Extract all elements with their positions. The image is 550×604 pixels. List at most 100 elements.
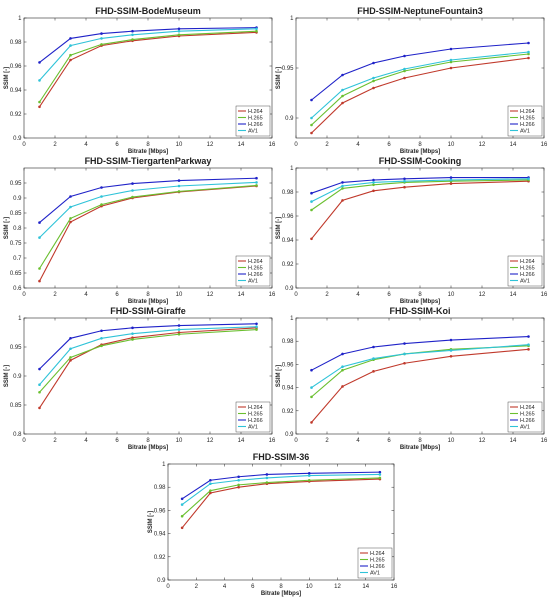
legend-entry: H.266 bbox=[370, 564, 385, 570]
data-point bbox=[38, 100, 41, 104]
x-tick-label: 12 bbox=[479, 292, 486, 298]
chart-5: FHD-SSIM-Giraffe 0 2 4 6 8 10 12 14 16 0.8 0.85 0.9 0… bbox=[4, 306, 276, 451]
data-point bbox=[403, 54, 406, 58]
legend-entry: AV1 bbox=[520, 129, 530, 135]
y-axis-label: SSIM [-] bbox=[276, 217, 282, 239]
chart-title: FHD-SSIM-BodeMuseum bbox=[95, 6, 201, 16]
x-tick-label: 16 bbox=[541, 438, 548, 444]
plot-frame bbox=[23, 17, 273, 139]
data-point bbox=[100, 203, 103, 206]
y-tick-label: 0.96 bbox=[10, 64, 22, 70]
y-axis-label: SSIM [-] bbox=[4, 67, 10, 89]
x-tick-label: 0 bbox=[22, 292, 26, 298]
data-point bbox=[38, 105, 41, 109]
data-point bbox=[131, 338, 134, 341]
legend-entry: H.264 bbox=[520, 259, 535, 265]
data-point bbox=[38, 79, 41, 82]
x-tick-label: 12 bbox=[207, 292, 214, 298]
y-axis-label: SSIM [-] bbox=[276, 365, 282, 387]
series-line-h266 bbox=[39, 323, 257, 370]
x-tick-label: 2 bbox=[325, 292, 329, 298]
data-point bbox=[310, 368, 313, 372]
legend-entry: H.265 bbox=[248, 116, 263, 122]
y-tick-label: 0.96 bbox=[282, 214, 294, 220]
legend-entry: H.266 bbox=[248, 272, 263, 278]
x-tick-label: 4 bbox=[84, 142, 88, 148]
chart-1: FHD-SSIM-BodeMuseum 0 2 4 6 8 10 12 14 16 0.9 0.92 0… bbox=[4, 6, 276, 155]
x-tick-label: 10 bbox=[448, 292, 455, 298]
data-point bbox=[403, 352, 406, 356]
y-tick-label: 0.98 bbox=[282, 190, 294, 196]
x-tick-label: 8 bbox=[418, 438, 422, 444]
data-point bbox=[69, 359, 72, 362]
y-tick-label: 1 bbox=[290, 16, 294, 22]
legend-entry: AV1 bbox=[520, 279, 530, 285]
x-tick-label: 6 bbox=[251, 584, 255, 590]
x-tick-label: 4 bbox=[223, 584, 227, 590]
legend-entry: H.266 bbox=[248, 418, 263, 424]
x-tick-label: 2 bbox=[53, 438, 57, 444]
data-point bbox=[403, 177, 406, 181]
data-point bbox=[100, 329, 103, 333]
data-point bbox=[403, 361, 406, 365]
x-tick-label: 16 bbox=[269, 292, 276, 298]
chart-7: FHD-SSIM-36 0 2 4 6 8 10 12 14 16 0.9 0.92 0.94 0.96 0… bbox=[148, 452, 398, 597]
x-tick-label: 0 bbox=[294, 292, 298, 298]
data-point bbox=[177, 29, 181, 33]
series-line-h264 bbox=[311, 348, 529, 423]
chart-title: FHD-SSIM-Cooking bbox=[379, 156, 462, 166]
data-point bbox=[403, 185, 406, 189]
y-tick-label: 0.98 bbox=[282, 339, 294, 345]
data-point bbox=[310, 98, 313, 102]
legend-entry: H.266 bbox=[520, 272, 535, 278]
x-tick-label: 0 bbox=[22, 142, 26, 148]
data-point bbox=[527, 56, 530, 60]
data-point bbox=[310, 200, 313, 203]
series-line-h265 bbox=[39, 184, 257, 269]
data-point bbox=[449, 354, 453, 358]
data-point bbox=[310, 131, 313, 135]
data-point bbox=[255, 27, 258, 31]
legend-entry: AV1 bbox=[248, 129, 258, 135]
y-axis-label: SSIM [-] bbox=[148, 511, 154, 533]
data-point bbox=[100, 186, 103, 189]
data-point bbox=[372, 86, 375, 90]
series-line-h266 bbox=[181, 471, 380, 500]
x-tick-label: 14 bbox=[510, 438, 517, 444]
data-point bbox=[100, 43, 103, 46]
data-point bbox=[131, 29, 134, 33]
legend-entry: AV1 bbox=[370, 571, 380, 577]
x-tick-label: 8 bbox=[146, 438, 150, 444]
data-point bbox=[378, 470, 382, 474]
y-tick-label: 0.9 bbox=[157, 578, 166, 584]
x-tick-label: 8 bbox=[418, 142, 422, 148]
data-point bbox=[341, 181, 344, 184]
x-tick-label: 10 bbox=[176, 292, 183, 298]
chart-title: FHD-SSIM-36 bbox=[253, 452, 310, 462]
x-tick-label: 0 bbox=[166, 584, 170, 590]
data-point bbox=[341, 94, 344, 98]
x-tick-label: 8 bbox=[146, 292, 150, 298]
x-tick-label: 8 bbox=[418, 292, 422, 298]
data-point bbox=[310, 386, 313, 389]
data-point bbox=[38, 406, 41, 410]
x-tick-label: 16 bbox=[391, 584, 398, 590]
y-axis-label: SSIM [-] bbox=[276, 67, 282, 89]
y-tick-label: 0.9 bbox=[13, 136, 22, 142]
y-tick-label: 0.94 bbox=[154, 532, 166, 538]
legend-entry: AV1 bbox=[248, 279, 258, 285]
y-tick-label: 0.75 bbox=[10, 241, 22, 247]
data-point bbox=[100, 37, 103, 40]
series-line-av1 bbox=[39, 326, 257, 386]
y-tick-label: 0.65 bbox=[10, 271, 22, 277]
data-point bbox=[131, 38, 134, 41]
y-tick-label: 0.94 bbox=[10, 88, 22, 94]
x-tick-label: 16 bbox=[269, 142, 276, 148]
data-point bbox=[69, 195, 72, 198]
x-tick-label: 2 bbox=[53, 142, 57, 148]
chart-title: FHD-SSIM-TiergartenParkway bbox=[85, 156, 212, 166]
